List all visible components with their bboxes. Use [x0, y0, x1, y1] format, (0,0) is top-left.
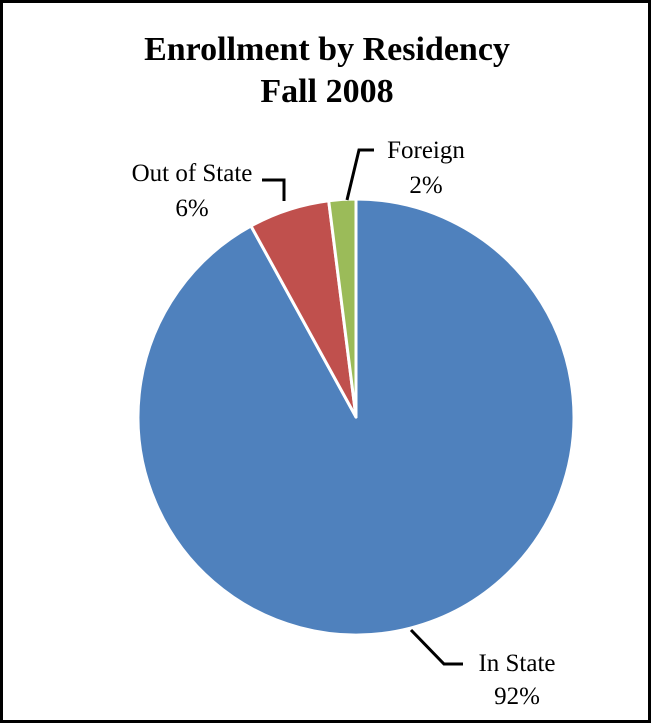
pie-slice-foreign — [327, 197, 358, 419]
leader-line-in-state — [409, 628, 463, 666]
leader-line-foreign — [345, 148, 374, 201]
slice-label-foreign-category: Foreign — [387, 137, 465, 164]
slice-label-out-of-state-category: Out of State — [132, 160, 253, 187]
chart-title-line-2: Fall 2008 — [260, 73, 393, 110]
slice-label-out-of-state-value: 6% — [175, 195, 208, 222]
chart-title-line-1: Enrollment by Residency — [144, 31, 510, 68]
leader-lines — [262, 148, 463, 666]
slice-label-foreign-value: 2% — [409, 172, 442, 199]
slice-label-in-state-value: 92% — [494, 683, 540, 710]
pie-slices — [136, 197, 576, 637]
leader-line-out-of-state — [262, 178, 286, 201]
slice-label-in-state-category: In State — [478, 650, 555, 677]
